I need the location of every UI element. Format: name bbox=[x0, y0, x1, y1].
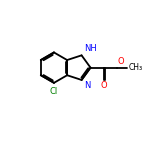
Text: CH₃: CH₃ bbox=[128, 63, 142, 72]
Text: Cl: Cl bbox=[49, 87, 57, 96]
Text: O: O bbox=[100, 81, 107, 90]
Text: N: N bbox=[84, 81, 90, 90]
Text: O: O bbox=[117, 57, 124, 66]
Text: NH: NH bbox=[84, 44, 97, 53]
